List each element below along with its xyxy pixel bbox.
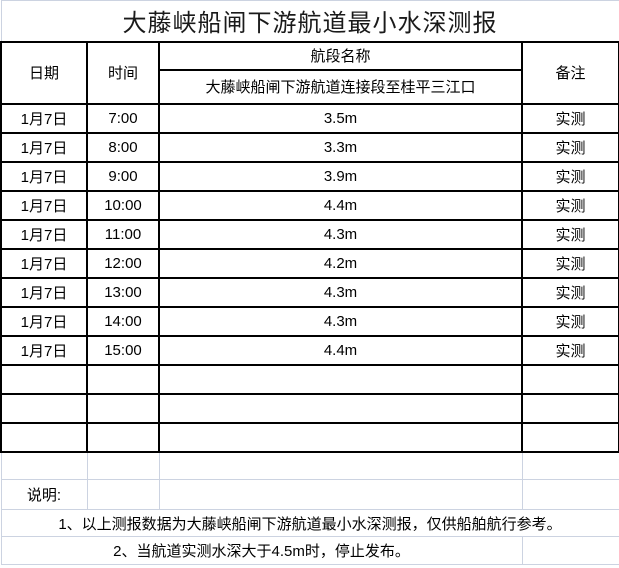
empty-cell (0, 363, 88, 395)
table-row: 1月7日 15:00 4.4m 实测 (0, 334, 619, 366)
empty-cell (0, 421, 88, 453)
empty-cell (86, 363, 160, 395)
empty-cell (86, 392, 160, 424)
date-cell: 1月7日 (0, 131, 88, 163)
empty-cell (521, 363, 619, 395)
empty-cell (158, 392, 523, 424)
table-row: 1月7日 12:00 4.2m 实测 (0, 247, 619, 279)
table-row: 1月7日 7:00 3.5m 实测 (0, 102, 619, 134)
depth-cell: 3.5m (158, 102, 523, 134)
table-row: 1月7日 9:00 3.9m 实测 (0, 160, 619, 192)
notes-label: 说明: (0, 479, 88, 510)
table-row: 1月7日 14:00 4.3m 实测 (0, 305, 619, 337)
depth-cell: 4.4m (158, 334, 523, 366)
date-cell: 1月7日 (0, 305, 88, 337)
gridline-empty-row (0, 451, 619, 480)
notes-label-row: 说明: (0, 479, 619, 510)
table-row: 1月7日 10:00 4.4m 实测 (0, 189, 619, 221)
date-cell: 1月7日 (0, 334, 88, 366)
note-item-1: 1、以上测报数据为大藤峡船闸下游航道最小水深测报，仅供船舶航行参考。 (0, 509, 619, 537)
header-date-cell: 日期 (0, 40, 88, 105)
empty-cell (158, 363, 523, 395)
remark-cell: 实测 (521, 247, 619, 279)
header-time-cell: 时间 (86, 40, 160, 105)
depth-cell: 4.2m (158, 247, 523, 279)
remark-cell: 实测 (521, 160, 619, 192)
time-cell: 15:00 (86, 334, 160, 366)
empty-cell (521, 421, 619, 453)
empty-cell (521, 392, 619, 424)
time-cell: 14:00 (86, 305, 160, 337)
date-cell: 1月7日 (0, 276, 88, 308)
note-row: 1、以上测报数据为大藤峡船闸下游航道最小水深测报，仅供船舶航行参考。 (0, 509, 619, 537)
empty-cell (86, 451, 160, 480)
empty-cell (86, 421, 160, 453)
header-remark-cell: 备注 (521, 40, 619, 105)
empty-cell (521, 536, 619, 565)
note-item-2: 2、当航道实测水深大于4.5m时，停止发布。 (0, 536, 523, 565)
remark-cell: 实测 (521, 189, 619, 221)
time-cell: 8:00 (86, 131, 160, 163)
remark-cell: 实测 (521, 305, 619, 337)
time-cell: 10:00 (86, 189, 160, 221)
empty-cell (86, 479, 160, 510)
segment-name-cell: 大藤峡船闸下游航道连接段至桂平三江口 (158, 68, 523, 105)
page-title: 大藤峡船闸下游航道最小水深测报 (0, 0, 619, 42)
date-cell: 1月7日 (0, 189, 88, 221)
table-row: 1月7日 11:00 4.3m 实测 (0, 218, 619, 250)
date-cell: 1月7日 (0, 160, 88, 192)
note-row: 2、当航道实测水深大于4.5m时，停止发布。 (0, 536, 619, 565)
header-row: 日期 时间 航段名称 备注 (0, 40, 619, 105)
time-cell: 13:00 (86, 276, 160, 308)
empty-table-row (0, 363, 619, 395)
empty-cell (521, 479, 619, 510)
table-row: 1月7日 13:00 4.3m 实测 (0, 276, 619, 308)
empty-cell (0, 451, 88, 480)
date-cell: 1月7日 (0, 247, 88, 279)
empty-cell (521, 451, 619, 480)
depth-cell: 3.9m (158, 160, 523, 192)
remark-cell: 实测 (521, 218, 619, 250)
empty-table-row (0, 392, 619, 424)
date-cell: 1月7日 (0, 102, 88, 134)
remark-cell: 实测 (521, 102, 619, 134)
time-cell: 7:00 (86, 102, 160, 134)
empty-table-row (0, 421, 619, 453)
empty-cell (158, 451, 523, 480)
empty-cell (158, 479, 523, 510)
subheader-row: 大藤峡船闸下游航道连接段至桂平三江口 (1, 68, 619, 105)
depth-cell: 3.3m (158, 131, 523, 163)
depth-cell: 4.3m (158, 218, 523, 250)
depth-cell: 4.3m (158, 276, 523, 308)
time-cell: 11:00 (86, 218, 160, 250)
empty-cell (0, 392, 88, 424)
time-cell: 12:00 (86, 247, 160, 279)
time-cell: 9:00 (86, 160, 160, 192)
remark-cell: 实测 (521, 131, 619, 163)
remark-cell: 实测 (521, 334, 619, 366)
title-row: 大藤峡船闸下游航道最小水深测报 (0, 0, 619, 42)
depth-cell: 4.4m (158, 189, 523, 221)
empty-cell (158, 421, 523, 453)
date-cell: 1月7日 (0, 218, 88, 250)
table-row: 1月7日 8:00 3.3m 实测 (0, 131, 619, 163)
remark-cell: 实测 (521, 276, 619, 308)
depth-cell: 4.3m (158, 305, 523, 337)
header-segment-cell: 航段名称 (158, 40, 523, 71)
